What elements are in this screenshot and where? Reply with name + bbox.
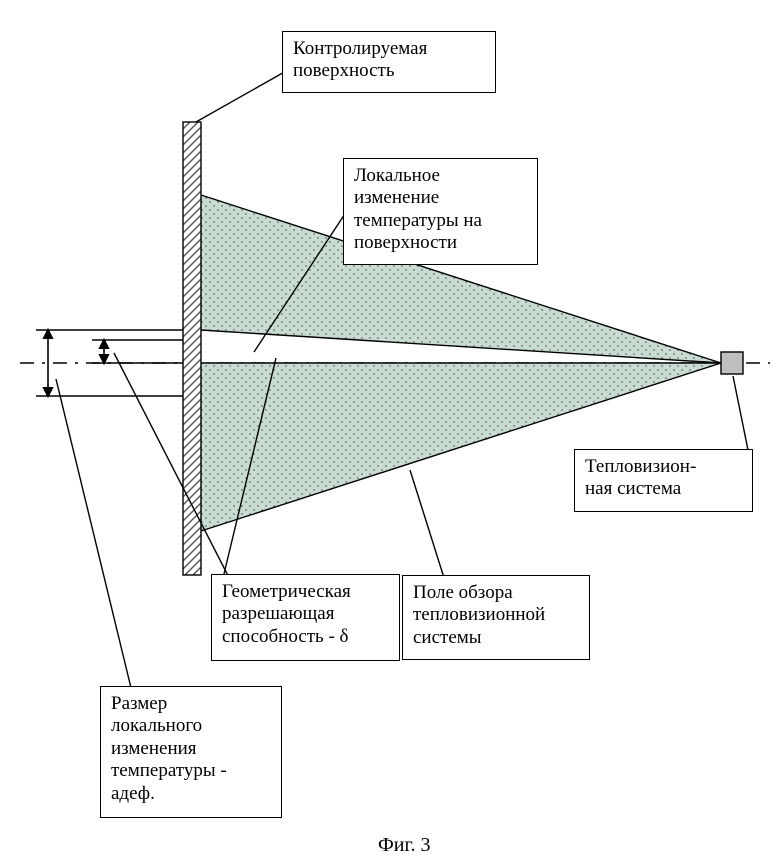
label-controlled-surface-text: Контролируемаяповерхность [293, 38, 427, 81]
label-field-of-view: Поле обзоратепловизионнойсистемы [402, 575, 590, 660]
label-local-temp-change-text: Локальноеизменениетемпературы наповерхно… [354, 165, 482, 253]
label-local-temp-change: Локальноеизменениетемпературы наповерхно… [343, 158, 538, 265]
diagram-root: Контролируемаяповерхность Локальноеизмен… [0, 0, 780, 859]
label-defect-size: Размерлокальногоизменениятемпературы -ад… [100, 686, 282, 818]
figure-caption-text: Фиг. 3 [378, 834, 430, 856]
label-thermal-system-text: Тепловизион-ная система [585, 456, 696, 499]
label-geometric-resolution-text: Геометрическаяразрешающаяспособность - δ [222, 581, 351, 647]
figure-caption: Фиг. 3 [378, 834, 430, 857]
label-geometric-resolution: Геометрическаяразрешающаяспособность - δ [211, 574, 400, 661]
label-controlled-surface: Контролируемаяповерхность [282, 31, 496, 93]
label-field-of-view-text: Поле обзоратепловизионнойсистемы [413, 582, 545, 648]
label-defect-size-text: Размерлокальногоизменениятемпературы -ад… [111, 693, 227, 804]
label-thermal-system: Тепловизион-ная система [574, 449, 753, 512]
